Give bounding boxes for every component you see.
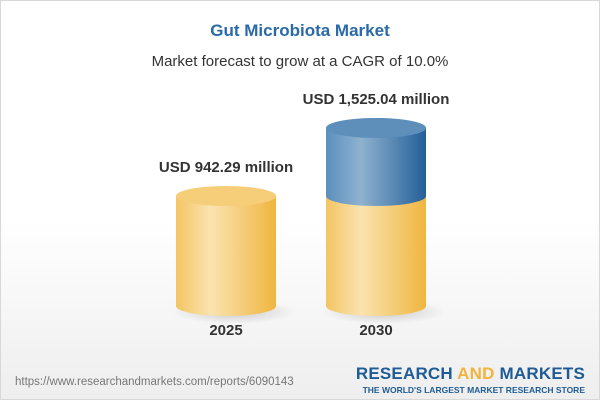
data-label-2025: USD 942.29 million xyxy=(159,159,293,176)
data-label-2030: USD 1,525.04 million xyxy=(303,91,450,108)
chart-title: Gut Microbiota Market xyxy=(210,21,390,40)
growth-segment-2030-body xyxy=(326,127,426,206)
base-segment-2025-body xyxy=(176,196,276,316)
category-label-2025: 2025 xyxy=(209,322,242,339)
chart-subtitle: Market forecast to grow at a CAGR of 10.… xyxy=(151,53,449,70)
category-label-2030: 2030 xyxy=(359,322,392,339)
research-and-markets-logo: RESEARCH AND MARKETS THE WORLD'S LARGEST… xyxy=(355,364,585,395)
base-top-2025 xyxy=(176,186,276,206)
growth-top-2030 xyxy=(326,117,426,138)
source-url[interactable]: https://www.researchandmarkets.com/repor… xyxy=(15,376,294,388)
cylinder-chart: USD 942.29 million 2025 USD 1,525.04 milli… xyxy=(159,91,450,339)
base-segment-2030-body xyxy=(326,196,426,316)
